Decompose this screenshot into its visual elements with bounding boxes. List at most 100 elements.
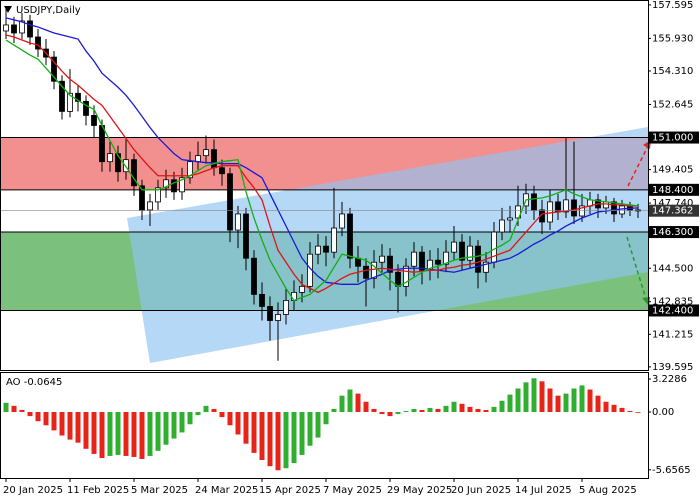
candle-body (75, 92, 81, 102)
ao-bar (59, 411, 65, 436)
candle-body (347, 213, 353, 259)
candle-body (203, 149, 209, 157)
level-label-bg (649, 131, 699, 144)
ao-bar (195, 411, 201, 416)
ao-bar (323, 411, 329, 425)
level-label: 151.000 (652, 133, 693, 144)
candle-body (387, 255, 393, 273)
candle-body (251, 257, 257, 295)
ao-bar (491, 406, 497, 412)
x-tick-label: 15 Apr 2025 (259, 485, 321, 496)
candle-body (19, 20, 25, 34)
candle-body (459, 241, 465, 261)
candle-body (155, 187, 161, 203)
candle-body (603, 201, 609, 209)
ao-bar (451, 401, 457, 412)
ao-bar (291, 411, 297, 464)
ao-bar (43, 411, 49, 426)
ao-bar (83, 411, 89, 449)
candle-body (91, 115, 97, 126)
candle-body (499, 219, 505, 233)
candle-body (107, 153, 113, 163)
ao-bar (91, 411, 97, 454)
x-tick-label: 20 Jun 2025 (451, 485, 511, 496)
ao-bar (35, 411, 41, 422)
y-tick-label: 154.310 (652, 66, 693, 77)
y-tick-label: 155.930 (652, 33, 693, 44)
candle-body (443, 251, 449, 265)
ao-bar (419, 409, 425, 412)
y-tick-label: 3.2286 (652, 374, 687, 385)
chart-title: USDJPY,Daily (16, 5, 81, 16)
indicator-panel-border (0, 372, 649, 479)
candle-body (35, 36, 41, 50)
x-tick-label: 5 Mar 2025 (131, 485, 188, 496)
candle-body (419, 251, 425, 271)
ao-bar (611, 404, 617, 412)
candle-body (435, 259, 441, 265)
ao-bar (403, 410, 409, 412)
candle-body (99, 125, 105, 163)
ao-bar (115, 411, 121, 455)
candle-body (483, 261, 489, 273)
x-tick-label: 11 Feb 2025 (67, 485, 129, 496)
ao-bar (339, 395, 345, 412)
ao-bar (243, 411, 249, 444)
ao-bar (411, 408, 417, 412)
candle-body (235, 213, 241, 231)
ao-bar (379, 411, 385, 415)
ao-bar (387, 411, 393, 417)
y-tick-label: 144.500 (652, 263, 693, 274)
candle-body (451, 241, 457, 253)
ao-bar (67, 411, 73, 440)
candle-body (299, 285, 305, 293)
candle-body (51, 56, 57, 82)
collapse-icon[interactable] (4, 6, 12, 13)
ao-bar (579, 385, 585, 412)
candle-body (547, 201, 553, 223)
candle-body (131, 159, 137, 187)
ao-bar (619, 407, 625, 412)
ao-bar (51, 411, 57, 431)
ao-bar (571, 388, 577, 412)
main-panel-border (0, 0, 649, 371)
y-tick-label: 142.835 (652, 297, 693, 308)
candle-body (195, 155, 201, 163)
x-tick-label: 29 May 2025 (387, 485, 452, 496)
ao-bar (603, 401, 609, 412)
candle-body (403, 265, 409, 287)
x-tick-label: 5 Aug 2025 (579, 485, 637, 496)
ao-bar (227, 411, 233, 426)
candle-body (467, 245, 473, 261)
ao-bar (75, 411, 81, 443)
ao-bar (251, 411, 257, 453)
candle-body (187, 161, 193, 179)
ao-bar (283, 411, 289, 469)
x-tick-label: 14 Jul 2025 (515, 485, 572, 496)
level-label: 148.400 (652, 185, 693, 196)
up-arrow (627, 145, 649, 187)
candle-body (139, 185, 145, 211)
ao-bar (27, 411, 33, 417)
ao-bar (507, 394, 513, 412)
indicator-title: AO -0.0645 (6, 377, 62, 388)
ao-bar (595, 395, 601, 412)
ao-bar (19, 409, 25, 412)
ao-bar (363, 401, 369, 412)
y-tick-label: 0.00 (652, 407, 674, 418)
ao-bar (11, 405, 17, 412)
candle-body (67, 92, 73, 112)
ao-bar (435, 408, 441, 412)
level-label: 146.300 (652, 227, 693, 238)
ao-bar (563, 393, 569, 412)
candle-body (267, 306, 273, 321)
y-tick-label: 157.595 (652, 0, 693, 11)
y-tick-label: -5.6565 (652, 465, 691, 476)
candle-body (611, 201, 617, 215)
ao-bar (467, 406, 473, 412)
ao-bar (99, 411, 105, 458)
ao-bar (539, 381, 545, 412)
ao-bar (179, 411, 185, 433)
candle-body (363, 265, 369, 279)
ao-bar (443, 405, 449, 412)
